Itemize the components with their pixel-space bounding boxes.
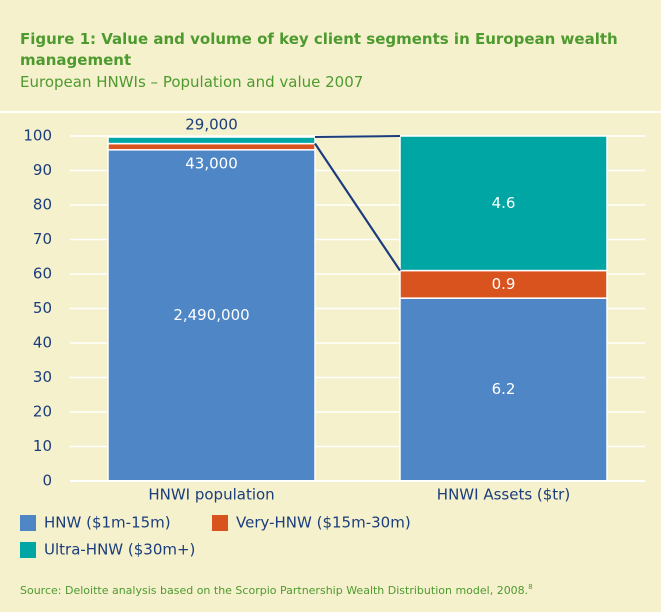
y-tick-label: 40	[33, 334, 52, 352]
y-tick-label: 50	[33, 299, 52, 317]
bar-segment	[399, 297, 608, 482]
data-label: 29,000	[185, 116, 238, 134]
x-tick-label: HNWI Assets ($tr)	[437, 486, 570, 504]
y-tick-label: 0	[42, 472, 52, 490]
data-label: 4.6	[492, 194, 516, 212]
connector	[314, 135, 401, 139]
legend-swatch	[20, 542, 36, 558]
bar-segment	[399, 269, 608, 299]
chart-subtitle: European HNWIs – Population and value 20…	[20, 73, 363, 91]
y-tick-label: 60	[33, 265, 52, 283]
data-label: 43,000	[185, 154, 238, 172]
y-tick-label: 100	[23, 127, 52, 145]
y-tick-label: 10	[33, 437, 52, 455]
bar-segment	[107, 136, 316, 145]
legend-swatch	[20, 515, 36, 531]
source: Source: Deloitte analysis based on the S…	[20, 583, 533, 597]
chart-title-2: management	[20, 51, 131, 69]
y-tick-label: 90	[33, 161, 52, 179]
bar-segment	[107, 149, 316, 482]
legend-label: Very-HNW ($15m-30m)	[236, 514, 411, 532]
x-tick-label: HNWI population	[148, 486, 274, 504]
legend-label: Ultra-HNW ($30m+)	[44, 541, 195, 559]
source-ref: 8	[528, 583, 532, 591]
data-label: 6.2	[492, 380, 516, 398]
data-label: 2,490,000	[173, 306, 249, 324]
y-tick-label: 30	[33, 368, 52, 386]
chart-title: Figure 1: Value and volume of key client…	[20, 30, 618, 48]
y-tick-label: 80	[33, 196, 52, 214]
data-label: 0.9	[492, 275, 516, 293]
connector	[314, 143, 401, 272]
bar-segment	[399, 135, 608, 272]
y-tick-label: 70	[33, 230, 52, 248]
source-text: Source: Deloitte analysis based on the S…	[20, 584, 528, 597]
y-tick-label: 20	[33, 403, 52, 421]
bar-segment	[107, 142, 316, 151]
legend-label: HNW ($1m-15m)	[44, 514, 171, 532]
legend-swatch	[212, 515, 228, 531]
